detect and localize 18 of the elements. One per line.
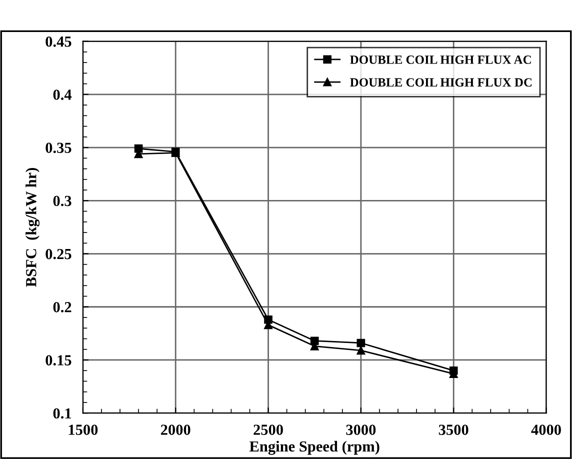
y-tick-label: 0.4	[53, 90, 72, 100]
y-tick-label: 0.15	[46, 355, 72, 366]
y-tick-label: 0.45	[46, 36, 72, 47]
y-axis-title: BSFC (kg/kW hr)	[26, 168, 40, 287]
y-tick-label: 0.3	[53, 196, 72, 206]
legend-label: DOUBLE COIL HIGH FLUX AC	[350, 56, 531, 64]
x-axis-title: Engine Speed (rpm)	[250, 440, 380, 455]
legend-label: DOUBLE COIL HIGH FLUX DC	[350, 78, 532, 87]
y-tick-label: 0.2	[53, 302, 72, 312]
x-tick-label: 1500	[68, 424, 98, 435]
y-tick-label: 0.1	[53, 408, 72, 419]
x-tick-label: 3000	[346, 424, 376, 435]
x-tick-label: 2500	[254, 424, 283, 435]
y-tick-label: 0.25	[46, 248, 72, 260]
x-tick-label: 2000	[160, 424, 190, 435]
x-tick-label: 3500	[438, 424, 468, 435]
x-tick-label: 4000	[531, 424, 561, 435]
y-tick-label: 0.35	[46, 142, 72, 154]
